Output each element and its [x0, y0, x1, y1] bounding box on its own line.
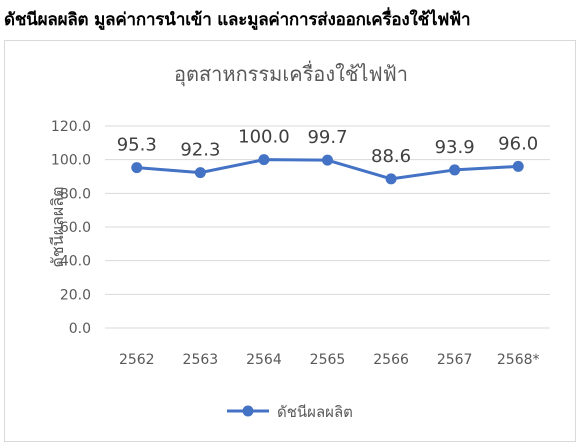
y-tick-label: 80.0	[60, 186, 91, 202]
data-point	[512, 160, 524, 172]
data-label: 92.3	[180, 140, 220, 161]
legend: ดัชนีผลผลิต	[227, 403, 353, 421]
data-label: 88.6	[371, 146, 411, 167]
page-heading: ดัชนีผลผลิต มูลค่าการนำเข้า และมูลค่าการ…	[4, 10, 471, 30]
x-tick-label: 2567	[437, 352, 473, 368]
gridlines	[105, 125, 550, 329]
data-point	[449, 164, 461, 176]
y-tick-label: 120.0	[51, 119, 91, 135]
data-label: 95.3	[117, 135, 157, 156]
legend-marker	[242, 405, 254, 417]
y-tick-labels: 0.0 20.0 40.0 60.0 80.0 100.0 120.0	[51, 119, 91, 337]
x-tick-label: 2565	[310, 352, 346, 368]
data-labels: 95.3 92.3 100.0 99.7 88.6 93.9 96.0	[117, 127, 539, 167]
data-point	[385, 173, 397, 185]
y-tick-label: 0.0	[69, 321, 91, 337]
legend-label: ดัชนีผลผลิต	[277, 403, 353, 421]
series-markers	[131, 154, 524, 185]
line-chart: อุตสาหกรรมเครื่องใช้ไฟฟ้า ดัชนีผลผลิต 0.…	[48, 60, 550, 421]
x-tick-label: 2563	[183, 352, 219, 368]
y-tick-label: 40.0	[60, 254, 91, 270]
data-label: 96.0	[498, 133, 538, 154]
y-tick-label: 100.0	[51, 153, 91, 169]
x-tick-labels: 2562 2563 2564 2565 2566 2567 2568*	[119, 352, 540, 368]
data-label: 93.9	[435, 137, 475, 158]
data-point	[131, 162, 143, 174]
x-tick-label: 2562	[119, 352, 155, 368]
data-point	[322, 154, 333, 166]
data-label: 100.0	[238, 127, 290, 148]
chart-title: อุตสาหกรรมเครื่องใช้ไฟฟ้า	[174, 60, 408, 87]
x-tick-label: 2568*	[497, 352, 540, 368]
x-tick-label: 2566	[373, 352, 409, 368]
data-label: 99.7	[307, 127, 347, 148]
y-axis-title: ดัชนีผลผลิต	[48, 187, 67, 268]
x-tick-label: 2564	[246, 352, 282, 368]
y-tick-label: 60.0	[60, 220, 91, 236]
y-tick-label: 20.0	[60, 287, 91, 303]
chart-frame: อุตสาหกรรมเครื่องใช้ไฟฟ้า ดัชนีผลผลิต 0.…	[4, 40, 576, 442]
data-point	[194, 167, 206, 179]
data-point	[258, 154, 270, 166]
